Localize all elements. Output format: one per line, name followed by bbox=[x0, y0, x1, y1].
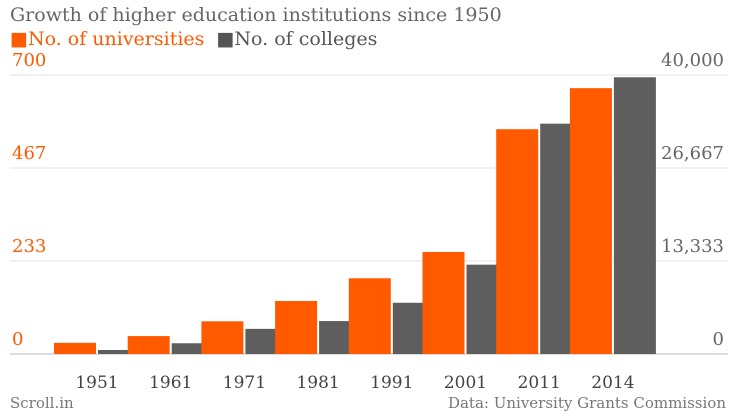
left-axis-tick-label: 233 bbox=[12, 236, 46, 257]
chart-title: Growth of higher education institutions … bbox=[10, 4, 502, 26]
left-axis-tick-label: 467 bbox=[12, 143, 46, 164]
right-axis-tick-label: 26,667 bbox=[661, 143, 724, 164]
x-tick-label: 2014 bbox=[591, 373, 634, 393]
x-tick-label: 1981 bbox=[296, 373, 339, 393]
left-axis-tick-label: 0 bbox=[12, 329, 23, 350]
bar-universities bbox=[275, 300, 318, 354]
right-axis-tick-label: 40,000 bbox=[661, 50, 724, 71]
legend-swatch-colleges: ■ bbox=[216, 28, 235, 50]
bar-universities bbox=[348, 278, 391, 354]
x-tick-label: 1991 bbox=[370, 373, 413, 393]
bar-universities bbox=[127, 336, 170, 354]
bar-universities bbox=[569, 88, 612, 354]
right-axis-tick-label: 13,333 bbox=[661, 236, 724, 257]
bar-universities bbox=[422, 251, 465, 354]
legend-label-universities: No. of universities bbox=[27, 28, 205, 50]
x-tick-label: 1951 bbox=[75, 373, 118, 393]
bar-colleges bbox=[98, 349, 140, 354]
bar-colleges bbox=[613, 77, 656, 355]
bar-colleges bbox=[171, 343, 214, 354]
x-tick-label: 1971 bbox=[223, 373, 266, 393]
x-tick-label: 2001 bbox=[444, 373, 487, 393]
x-tick-label: 2011 bbox=[518, 373, 561, 393]
bar-universities bbox=[496, 129, 539, 354]
legend-colleges: ■No. of colleges bbox=[216, 28, 377, 50]
right-axis-tick-label: 0 bbox=[713, 329, 724, 350]
x-tick-label: 1961 bbox=[149, 373, 192, 393]
source-brand: Scroll.in bbox=[10, 394, 74, 412]
bar-universities bbox=[54, 342, 96, 354]
bar-universities bbox=[201, 321, 244, 354]
legend-universities: ■No. of universities bbox=[10, 28, 204, 50]
left-axis-tick-label: 700 bbox=[12, 50, 46, 71]
legend: ■No. of universities ■No. of colleges bbox=[10, 28, 383, 50]
data-credit: Data: University Grants Commission bbox=[447, 394, 726, 412]
legend-label-colleges: No. of colleges bbox=[234, 28, 378, 50]
legend-swatch-universities: ■ bbox=[10, 28, 28, 50]
